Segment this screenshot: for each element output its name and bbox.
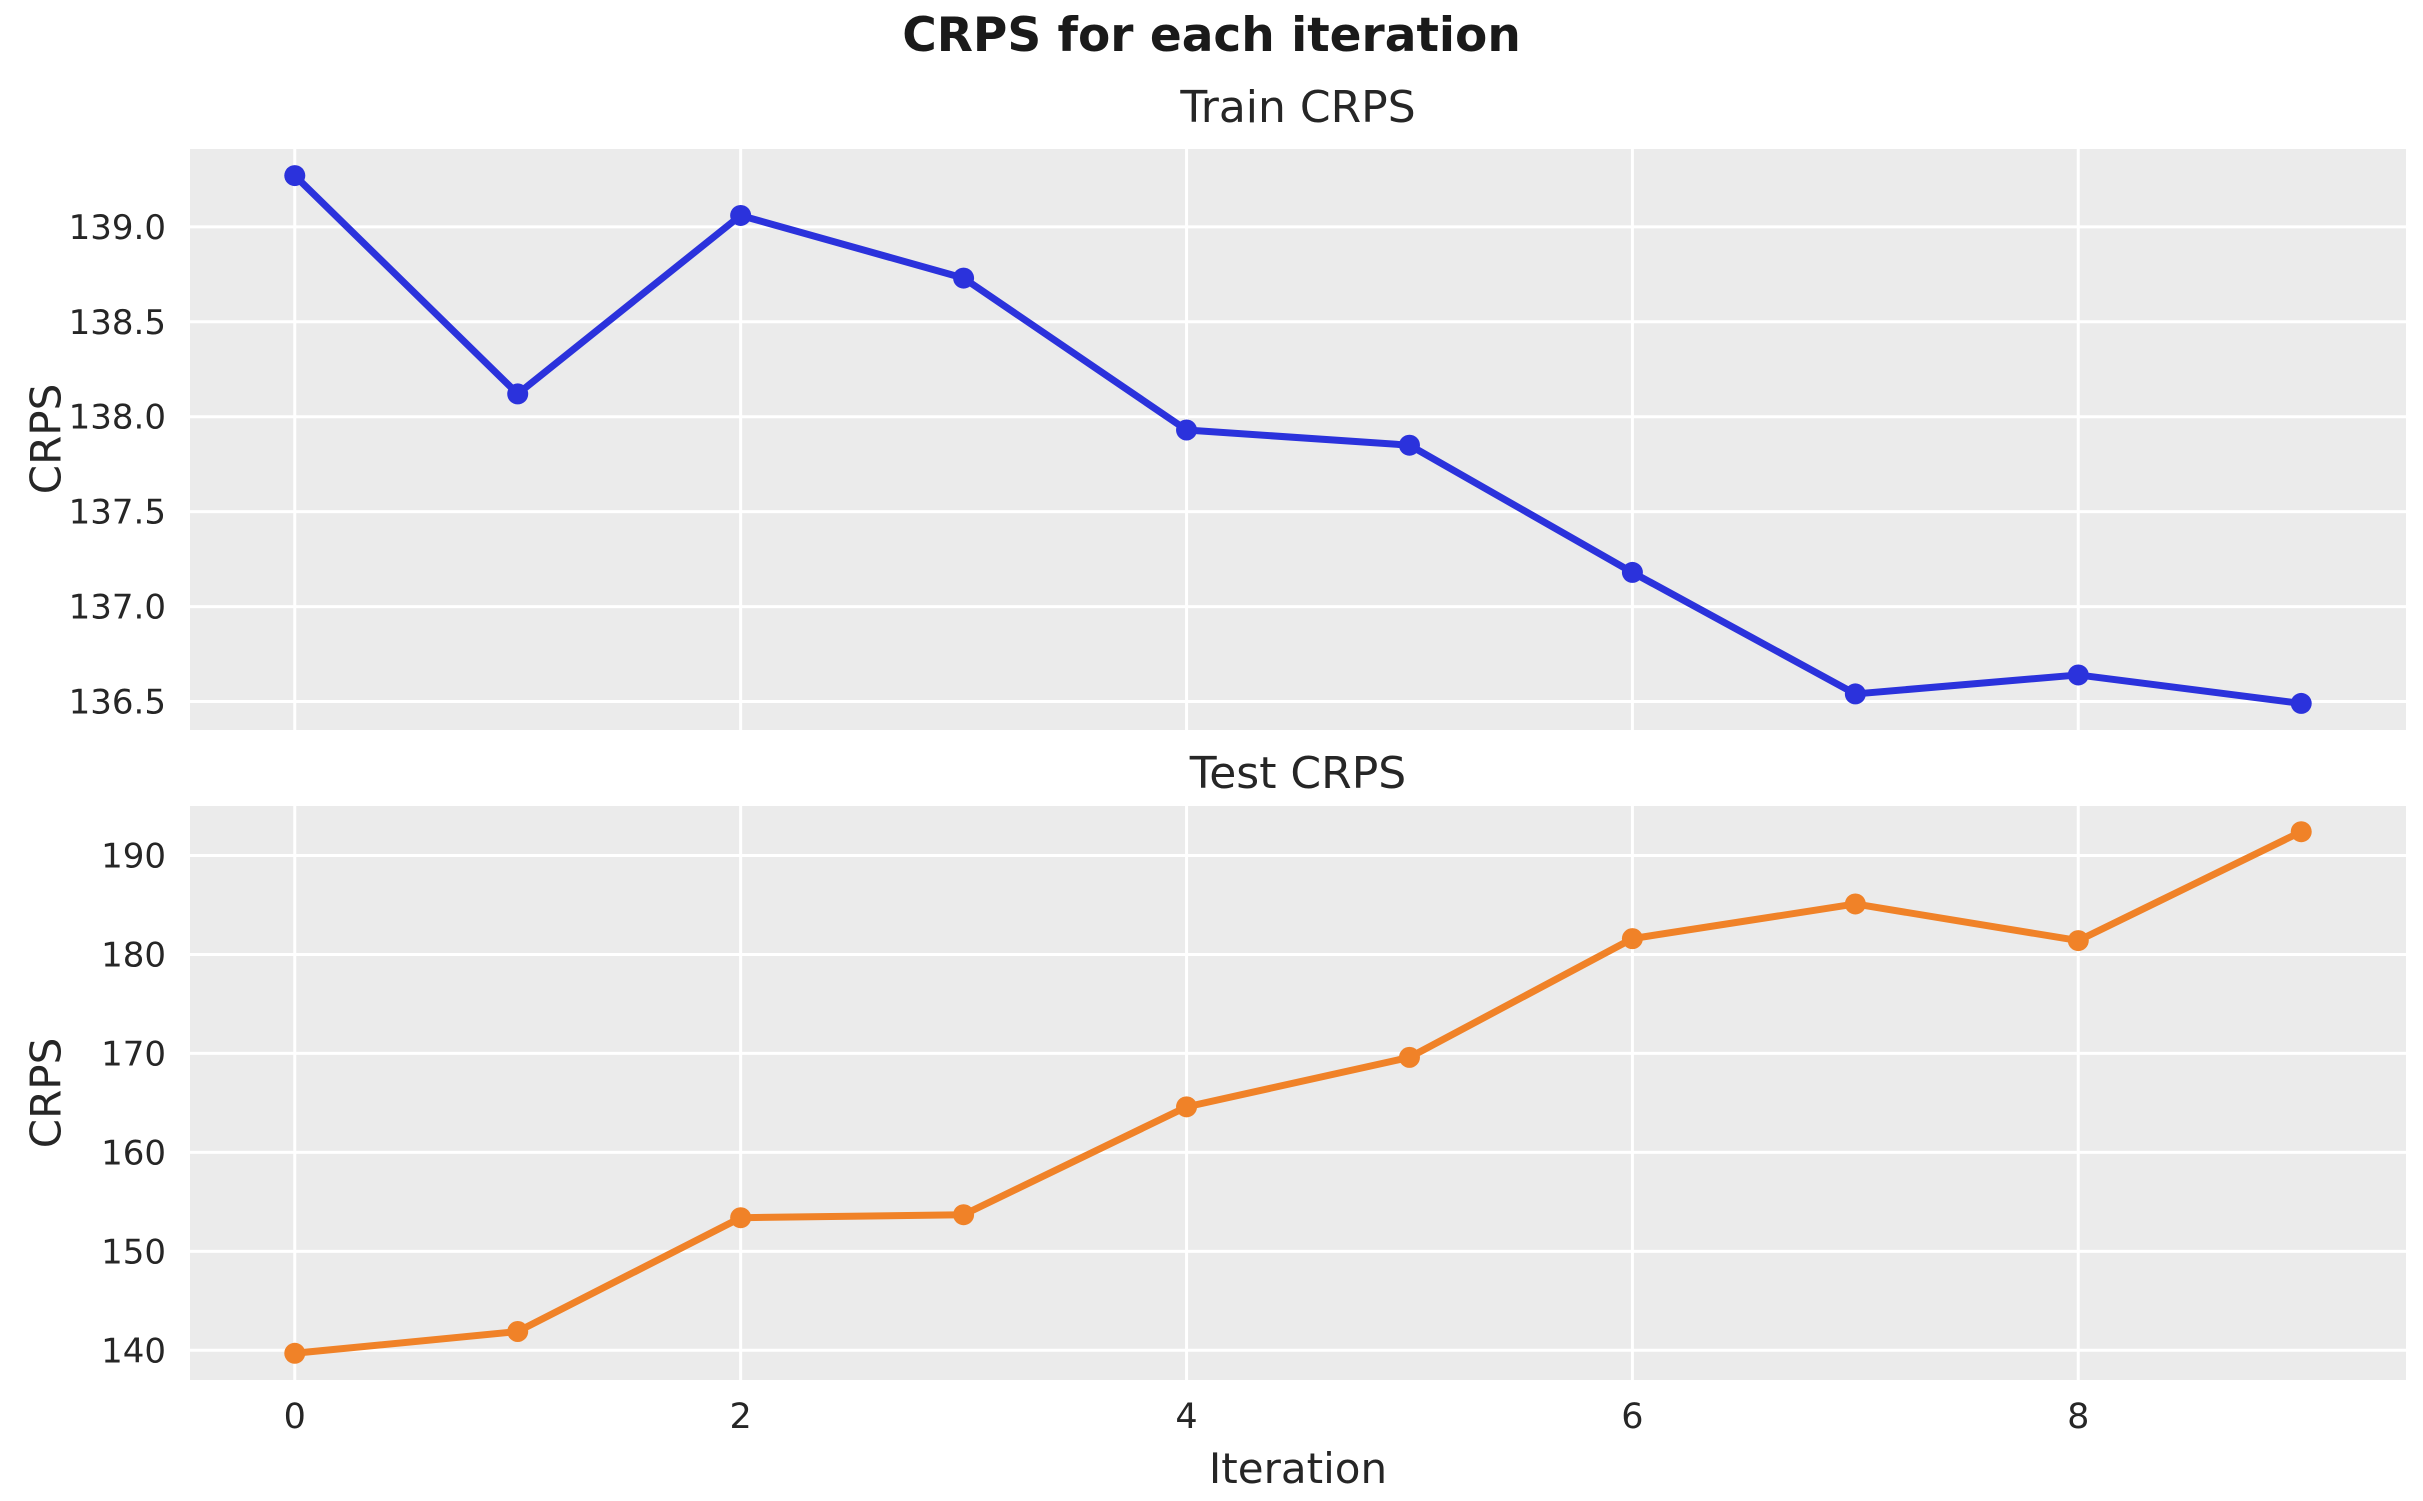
train-data-point-marker xyxy=(2067,664,2089,686)
train-data-point-marker xyxy=(1176,419,1198,441)
y-tick-label: 140 xyxy=(101,1331,166,1371)
y-tick-label: 139.0 xyxy=(69,208,166,248)
train-data-point-marker xyxy=(1844,683,1866,705)
test-data-point-marker xyxy=(507,1321,529,1343)
train-series-line xyxy=(291,172,2305,707)
x-tick-label: 8 xyxy=(2067,1397,2089,1437)
x-axis-label: Iteration xyxy=(1208,1444,1388,1493)
test-data-point-marker xyxy=(730,1207,752,1229)
test-data-point-marker xyxy=(2290,821,2312,843)
x-tick-label: 6 xyxy=(1621,1397,1643,1437)
y-tick-label: 190 xyxy=(101,836,166,876)
test-data-point-marker xyxy=(1176,1096,1198,1118)
y-tick-label: 180 xyxy=(101,935,166,975)
train-data-point-marker xyxy=(2290,692,2312,714)
test-data-point-marker xyxy=(1621,928,1643,950)
train-data-point-marker xyxy=(1621,561,1643,583)
x-tick-label: 0 xyxy=(284,1397,306,1437)
test-data-point-marker xyxy=(284,1342,306,1364)
y-tick-label: 136.5 xyxy=(69,683,166,723)
test-series-line xyxy=(291,828,2305,1357)
figure-title: CRPS for each iteration xyxy=(902,8,1521,63)
train-chart-title: Train CRPS xyxy=(1180,82,1416,133)
test-y-axis-label: CRPS xyxy=(21,1037,71,1149)
x-tick-label: 2 xyxy=(730,1397,752,1437)
y-tick-label: 170 xyxy=(101,1034,166,1074)
train-data-point-marker xyxy=(284,165,306,187)
y-tick-label: 160 xyxy=(101,1133,166,1173)
test-data-point-marker xyxy=(2067,930,2089,952)
train-data-point-marker xyxy=(507,383,529,405)
train-data-point-marker xyxy=(1398,434,1420,456)
y-tick-label: 138.5 xyxy=(69,303,166,343)
test-data-point-marker xyxy=(1844,893,1866,915)
y-tick-label: 137.5 xyxy=(69,493,166,533)
test-data-point-marker xyxy=(1398,1046,1420,1068)
y-tick-label: 137.0 xyxy=(69,588,166,628)
test-chart-title: Test CRPS xyxy=(1189,748,1407,799)
test-plot-area xyxy=(190,806,2406,1380)
y-tick-label: 138.0 xyxy=(69,398,166,438)
train-data-point-marker xyxy=(953,267,975,289)
y-tick-label: 150 xyxy=(101,1232,166,1272)
x-tick-label: 4 xyxy=(1175,1397,1197,1437)
train-data-point-marker xyxy=(730,204,752,226)
test-data-point-marker xyxy=(953,1204,975,1226)
train-y-axis-label: CRPS xyxy=(21,383,71,495)
